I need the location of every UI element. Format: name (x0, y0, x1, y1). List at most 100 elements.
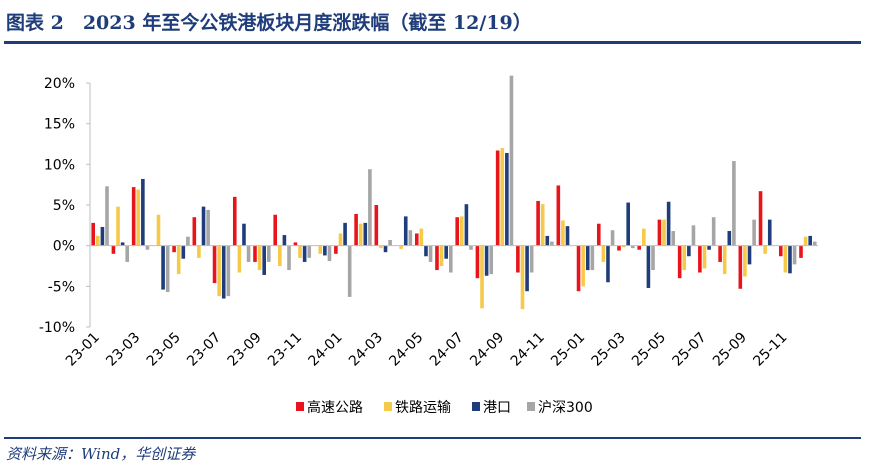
bar (374, 205, 379, 246)
bar (621, 245, 626, 248)
bar (808, 235, 812, 246)
bar (96, 235, 100, 246)
bar (763, 245, 767, 254)
bar (711, 217, 716, 246)
bar (758, 191, 763, 246)
bar (172, 245, 176, 253)
bar (318, 245, 323, 254)
bar (141, 178, 145, 246)
bar (368, 169, 372, 246)
bar (287, 245, 291, 271)
bar (666, 201, 671, 246)
bar (556, 185, 561, 246)
bar (120, 242, 125, 246)
bar (383, 245, 388, 253)
bar (803, 236, 808, 246)
bar (354, 213, 358, 246)
bar (302, 245, 307, 262)
bar (662, 219, 666, 246)
bar (282, 235, 287, 246)
bar (505, 152, 509, 246)
bar (671, 231, 676, 246)
bar (439, 245, 444, 266)
bar (145, 245, 150, 250)
bar (181, 245, 186, 259)
bar (677, 245, 682, 279)
bar (596, 223, 601, 246)
bar (630, 245, 635, 249)
bar (540, 204, 545, 246)
bar (399, 245, 403, 249)
bar (509, 75, 514, 246)
bar (347, 245, 352, 297)
x-tick-label: 23-11 (265, 330, 305, 370)
bar (707, 245, 711, 250)
x-tick-label: 25-05 (629, 330, 669, 370)
bar (363, 222, 368, 246)
bar (590, 245, 595, 271)
legend-swatch (527, 402, 535, 411)
bar (100, 226, 105, 246)
x-tick-label: 24-01 (306, 330, 346, 370)
bar (226, 245, 231, 297)
bar (626, 202, 630, 246)
bar (343, 222, 347, 246)
bar (617, 245, 621, 251)
x-tick-label: 24-07 (427, 330, 467, 370)
bar (752, 219, 756, 246)
bar (414, 233, 419, 246)
bar (298, 245, 302, 258)
x-tick-label: 23-03 (103, 330, 143, 370)
legend-label: 沪深300 (538, 400, 593, 416)
source-divider (4, 437, 861, 439)
bar (161, 245, 165, 290)
bar (323, 245, 327, 256)
x-tick-label: 24-05 (386, 330, 426, 370)
bar (520, 245, 525, 310)
bar (232, 196, 237, 246)
bar (464, 204, 469, 246)
bar (307, 245, 312, 258)
x-tick-label: 24-11 (508, 330, 548, 370)
bar (460, 216, 464, 246)
bar (293, 242, 298, 246)
source-note: 资料来源：Wind，华创证券 (6, 445, 196, 463)
bar (682, 245, 687, 271)
bar (799, 245, 803, 258)
bar (242, 223, 246, 246)
bar (408, 230, 413, 246)
bar (783, 245, 788, 273)
bar-chart: -10%-5%0%5%10%15%20%23-01 23-03 23-05 23-07… (39, 75, 818, 416)
bar (536, 200, 540, 246)
bar (257, 245, 262, 271)
bar (278, 245, 282, 266)
bar (516, 245, 520, 273)
y-tick-label: 0% (53, 239, 75, 255)
bar (732, 161, 736, 246)
x-tick-label: 23-05 (144, 330, 184, 370)
bar (266, 245, 271, 262)
bar (448, 245, 453, 273)
bar (812, 241, 817, 246)
bar (646, 245, 651, 288)
legend-swatch (296, 402, 304, 411)
bar (455, 217, 460, 246)
bar (545, 235, 550, 246)
bar (217, 245, 221, 297)
bar (192, 217, 197, 246)
bar (246, 245, 251, 262)
bar (253, 245, 257, 262)
bar (529, 245, 534, 273)
bar (581, 245, 585, 287)
legend-swatch (384, 402, 392, 411)
bar (792, 245, 797, 265)
bar (212, 245, 217, 284)
bar (435, 245, 439, 271)
bar (105, 186, 109, 246)
bar (165, 245, 170, 293)
bar (338, 233, 343, 246)
x-tick-label: 25-07 (670, 330, 710, 370)
bar (156, 214, 161, 246)
bar (500, 148, 505, 246)
bar (702, 245, 707, 269)
